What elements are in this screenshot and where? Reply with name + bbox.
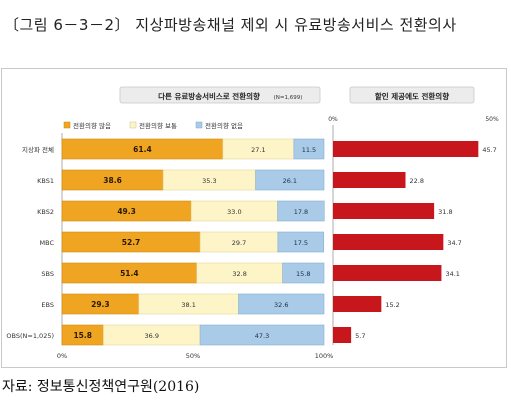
left-x-ticks: 0% 50% 100%	[57, 352, 333, 360]
discount-bar	[333, 234, 444, 250]
figure-title: 〔그림 6－3－2〕 지상파방송채널 제외 시 유료방송서비스 전환의사	[4, 16, 457, 34]
discount-bar-value-label: 15.2	[385, 301, 399, 309]
stacked-bar-segment	[277, 231, 325, 253]
stacked-bar-segment	[255, 169, 325, 191]
discount-bar	[333, 296, 382, 312]
stacked-bar-value-label: 17.5	[294, 239, 308, 247]
stacked-bar-value-label: 15.8	[296, 270, 310, 278]
stacked-bar-value-label: 29.3	[91, 300, 110, 309]
discount-bar	[333, 203, 435, 219]
category-label: MBC	[40, 239, 55, 247]
discount-bar-value-label: 34.1	[445, 270, 459, 278]
legend-label-none: 전환의향 없음	[205, 121, 243, 130]
category-label: KBS2	[37, 208, 54, 216]
left-x-tick: 100%	[315, 352, 334, 360]
stacked-bar-segment	[277, 200, 325, 222]
stacked-bar-value-label: 29.7	[232, 239, 246, 247]
stacked-bar-value-label: 35.3	[202, 177, 216, 185]
category-label: SBS	[41, 270, 54, 278]
stacked-bar-value-label: 38.6	[103, 176, 122, 185]
chart-panel: 다른 유료방송서비스로 전환의향 (N=1,699) 할인 제공에도 전환의향 …	[1, 68, 507, 368]
category-labels: 지상파 전체 KBS1 KBS2 MBC SBS EBS OBS(N=1,025)	[6, 145, 54, 340]
left-x-tick: 0%	[57, 352, 67, 360]
discount-bar-value-label: 34.7	[447, 239, 461, 247]
legend-swatch-mid	[129, 121, 137, 129]
stacked-bar-value-label: 32.6	[274, 301, 288, 309]
stacked-bar-value-label: 15.8	[73, 331, 92, 340]
stacked-bar-segment	[199, 324, 325, 346]
legend-swatch-high	[63, 121, 71, 129]
discount-bars: 45.7 22.8 31.8 34.7 34.1 15.2 5.7	[333, 141, 497, 343]
discount-bar	[333, 172, 406, 188]
discount-bar-value-label: 22.8	[410, 177, 424, 185]
legend-label-mid: 전환의향 보통	[139, 121, 177, 130]
discount-bar	[333, 327, 352, 343]
stacked-and-bar-chart: 다른 유료방송서비스로 전환의향 (N=1,699) 할인 제공에도 전환의향 …	[6, 86, 499, 360]
stacked-bar-value-label: 27.1	[251, 146, 265, 154]
stacked-bar-value-label: 51.4	[120, 269, 139, 278]
right-x-tick-50: 50%	[485, 116, 499, 123]
stacked-bar-value-label: 11.5	[302, 146, 316, 154]
legend-swatch-none	[195, 121, 203, 129]
legend: 전환의향 많음 전환의향 보통 전환의향 없음	[63, 121, 243, 130]
left-chart-subtitle: (N=1,699)	[274, 95, 303, 101]
discount-bar-value-label: 45.7	[482, 146, 496, 154]
stacked-bar-segment	[282, 262, 325, 284]
stacked-bar-value-label: 49.3	[117, 207, 136, 216]
stacked-bar-value-label: 52.7	[122, 238, 141, 247]
category-label: KBS1	[37, 177, 54, 185]
category-label: 지상파 전체	[22, 145, 54, 154]
stacked-bar-value-label: 26.1	[283, 177, 297, 185]
discount-bar-value-label: 5.7	[355, 332, 365, 340]
right-chart-title: 할인 제공에도 전환의향	[375, 91, 449, 101]
left-chart-title: 다른 유료방송서비스로 전환의향	[158, 91, 260, 101]
stacked-bar-value-label: 36.9	[144, 332, 158, 340]
category-label: EBS	[41, 301, 54, 309]
discount-bar	[333, 141, 479, 157]
stacked-bar-segment	[238, 293, 325, 315]
source-note: 자료: 정보통신정책연구원(2016)	[2, 379, 200, 395]
stacked-bars: 61.4 27.1 11.5 38.6 35.3 26.1 49.3 33.0 17.8 52.7…	[61, 138, 325, 346]
stacked-bar-segment	[293, 138, 325, 160]
left-x-tick: 50%	[186, 352, 200, 360]
stacked-bar-value-label: 47.3	[255, 332, 269, 340]
right-x-tick-0: 0%	[328, 116, 338, 123]
stacked-bar-value-label: 17.8	[294, 208, 308, 216]
stacked-bar-value-label: 38.1	[181, 301, 195, 309]
discount-bar	[333, 265, 442, 281]
right-chart-title-box	[349, 86, 475, 104]
discount-bar-value-label: 31.8	[438, 208, 452, 216]
category-label: OBS(N=1,025)	[6, 332, 54, 340]
stacked-bar-value-label: 32.8	[232, 270, 246, 278]
left-chart-title-box	[119, 86, 321, 104]
stacked-bar-value-label: 61.4	[133, 145, 152, 154]
legend-label-high: 전환의향 많음	[73, 121, 111, 130]
stacked-bar-value-label: 33.0	[227, 208, 241, 216]
